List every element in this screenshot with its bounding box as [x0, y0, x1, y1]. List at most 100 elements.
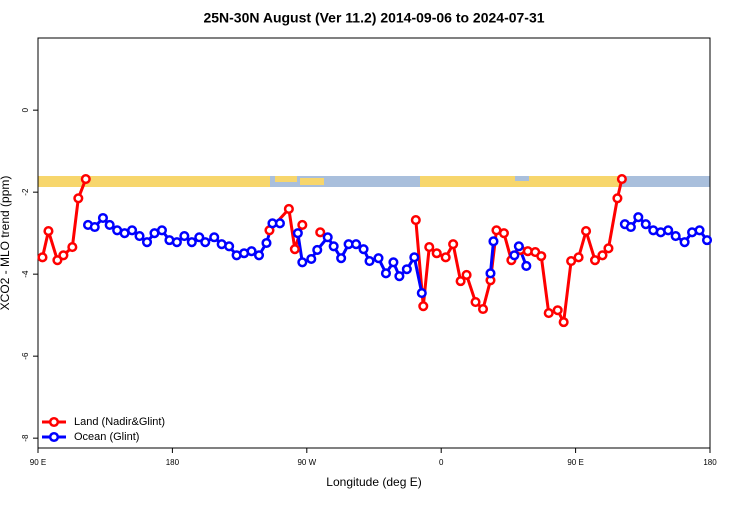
data-point	[612, 193, 623, 204]
data-point	[401, 264, 412, 275]
data-point	[261, 237, 272, 249]
data-point	[388, 257, 399, 268]
data-point	[488, 236, 499, 247]
data-point	[424, 242, 435, 253]
data-point	[358, 244, 369, 255]
data-point	[67, 242, 78, 253]
data-point	[558, 317, 569, 328]
data-point	[328, 241, 339, 252]
data-point	[336, 253, 347, 264]
x-tick-label: 180	[166, 458, 180, 467]
x-tick-label: 0	[439, 458, 444, 467]
data-point	[663, 225, 674, 236]
data-point	[589, 255, 601, 266]
data-point	[104, 219, 115, 231]
data-point	[552, 305, 563, 316]
data-point	[315, 227, 326, 238]
data-point	[141, 237, 153, 248]
data-point	[509, 250, 520, 261]
data-point	[416, 287, 427, 299]
data-point	[364, 255, 375, 267]
data-point	[380, 268, 391, 279]
data-point	[477, 303, 489, 315]
data-point	[306, 253, 317, 265]
legend-label: Land (Nadir&Glint)	[74, 416, 165, 428]
data-point	[43, 226, 54, 237]
data-point	[616, 173, 627, 185]
y-tick-label: -6	[21, 352, 30, 360]
data-point	[209, 232, 220, 243]
data-point	[461, 269, 472, 281]
data-point	[573, 252, 584, 263]
legend-marker	[48, 431, 60, 443]
data-point	[448, 239, 459, 250]
data-point	[536, 251, 547, 262]
data-point	[431, 248, 442, 259]
data-point	[194, 232, 205, 243]
data-point	[283, 203, 294, 215]
data-point	[292, 228, 303, 239]
chart-title: 25N-30N August (Ver 11.2) 2014-09-06 to …	[203, 10, 544, 26]
data-point	[200, 237, 211, 248]
y-tick-label: -2	[21, 188, 30, 196]
data-point	[179, 230, 190, 242]
data-point	[455, 276, 466, 287]
series-line	[87, 215, 709, 294]
data-point	[485, 268, 496, 279]
data-point	[670, 230, 681, 242]
data-point	[253, 250, 265, 261]
data-point	[640, 219, 651, 230]
x-tick-label: 90 W	[297, 458, 316, 467]
data-point	[418, 301, 429, 312]
data-point	[58, 250, 69, 261]
legend-label: Ocean (Glint)	[74, 431, 139, 443]
data-point	[470, 296, 481, 308]
data-point	[312, 244, 323, 256]
data-point	[297, 257, 308, 268]
data-point	[409, 252, 420, 263]
data-point	[498, 228, 509, 239]
data-point	[73, 193, 84, 204]
data-point	[373, 253, 384, 264]
data-point	[134, 230, 145, 242]
data-point	[633, 212, 644, 223]
y-axis-label: XCO2 - MLO trend (ppm)	[0, 176, 12, 311]
data-point	[171, 237, 182, 248]
land-ocean-strip	[38, 176, 710, 187]
data-point	[521, 260, 532, 272]
data-point	[581, 226, 592, 237]
data-point	[351, 239, 362, 250]
y-tick-label: -8	[21, 434, 30, 442]
y-tick-label: 0	[21, 107, 30, 112]
legend-marker	[48, 416, 60, 428]
data-point	[625, 221, 636, 233]
data-point	[89, 221, 100, 233]
data-point	[52, 255, 63, 266]
x-tick-label: 180	[703, 458, 717, 467]
data-point	[513, 241, 524, 252]
x-tick-label: 90 E	[30, 458, 46, 467]
y-tick-label: -4	[21, 270, 30, 278]
data-point	[156, 225, 167, 236]
data-point	[694, 225, 705, 236]
data-point	[186, 237, 197, 248]
x-axis-label: Longitude (deg E)	[326, 475, 421, 489]
data-point	[322, 232, 333, 243]
data-point	[297, 219, 308, 231]
data-point	[289, 244, 300, 255]
data-point	[543, 308, 554, 319]
data-point	[127, 225, 138, 236]
data-point	[37, 252, 48, 263]
data-point	[394, 271, 405, 282]
x-tick-label: 90 E	[567, 458, 583, 467]
data-point	[410, 214, 421, 226]
data-point	[246, 246, 257, 257]
data-point	[97, 212, 109, 224]
data-point	[80, 173, 91, 185]
data-point	[597, 250, 608, 261]
data-point	[566, 255, 577, 267]
data-point	[603, 243, 614, 254]
data-point	[701, 235, 713, 246]
data-point	[440, 252, 451, 263]
